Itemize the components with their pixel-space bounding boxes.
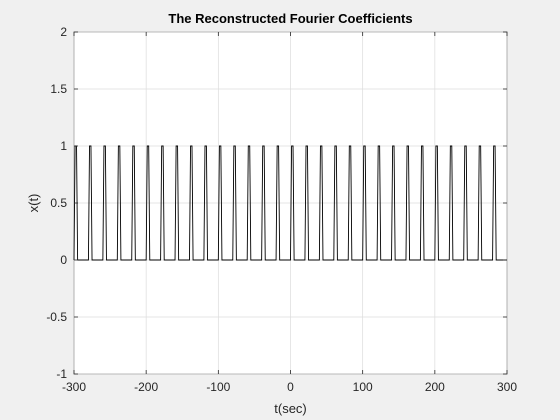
y-axis-label: x(t) (26, 194, 41, 213)
y-tick-label: -0.5 (46, 310, 67, 324)
x-tick-label: 0 (287, 380, 294, 394)
x-tick-label: -300 (62, 380, 86, 394)
x-tick-label: 200 (425, 380, 445, 394)
x-tick-label: -100 (206, 380, 230, 394)
y-tick-label: 1 (60, 139, 67, 153)
y-tick-label: 0 (60, 253, 67, 267)
chart-title: The Reconstructed Fourier Coefficients (168, 11, 412, 26)
x-axis-label: t(sec) (274, 401, 307, 416)
series-layer (73, 145, 507, 261)
x-tick-label: 100 (353, 380, 373, 394)
series-line (73, 145, 507, 261)
y-tick-label: 0.5 (50, 196, 67, 210)
x-tick-label: -200 (134, 380, 158, 394)
y-tick-label: -1 (56, 367, 67, 381)
x-tick-label: 300 (497, 380, 517, 394)
y-tick-label: 1.5 (50, 82, 67, 96)
y-tick-label: 2 (60, 25, 67, 39)
tick-layer: -300 -200 -100 0 100 200 300 -1 -0.5 0 0.5 1 1.5 2 (46, 25, 517, 394)
